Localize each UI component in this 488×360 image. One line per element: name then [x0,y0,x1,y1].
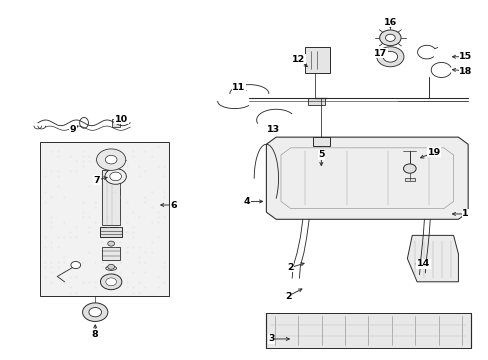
Bar [40,143,169,296]
Bar [312,137,329,146]
Text: 12: 12 [292,55,305,64]
Text: 14: 14 [416,260,429,269]
Circle shape [107,241,114,246]
Circle shape [385,34,394,41]
Bar [305,47,329,73]
Circle shape [89,307,102,317]
Text: 9: 9 [69,126,76,135]
Circle shape [105,156,117,164]
Text: 6: 6 [170,201,177,210]
Text: 3: 3 [267,334,274,343]
Text: 11: 11 [232,83,245,92]
Text: 1: 1 [462,210,468,219]
Text: 10: 10 [115,115,128,124]
Circle shape [403,164,415,173]
Circle shape [105,278,116,286]
Bar [307,98,324,105]
Circle shape [107,264,114,269]
Text: 18: 18 [458,67,471,76]
Text: 5: 5 [317,150,324,159]
Text: 8: 8 [92,330,99,339]
Bar [102,170,120,225]
Text: 7: 7 [94,176,100,185]
Text: 2: 2 [285,292,291,301]
Polygon shape [266,137,467,219]
Circle shape [96,149,125,170]
Text: 16: 16 [383,18,396,27]
Bar [266,313,469,348]
Circle shape [71,261,81,269]
Circle shape [100,274,122,290]
Bar [404,178,414,181]
Circle shape [379,30,400,46]
Bar [100,227,122,237]
Bar [112,118,120,127]
Bar [102,247,120,260]
Text: 19: 19 [427,148,440,157]
Text: 13: 13 [266,126,280,135]
Circle shape [376,47,403,67]
Circle shape [382,51,397,62]
Text: 17: 17 [373,49,386,58]
Circle shape [110,172,121,181]
Text: 4: 4 [243,197,250,206]
Text: 15: 15 [458,52,471,61]
Circle shape [82,303,108,321]
Text: 2: 2 [287,263,293,272]
Polygon shape [407,235,458,282]
Circle shape [105,168,126,184]
